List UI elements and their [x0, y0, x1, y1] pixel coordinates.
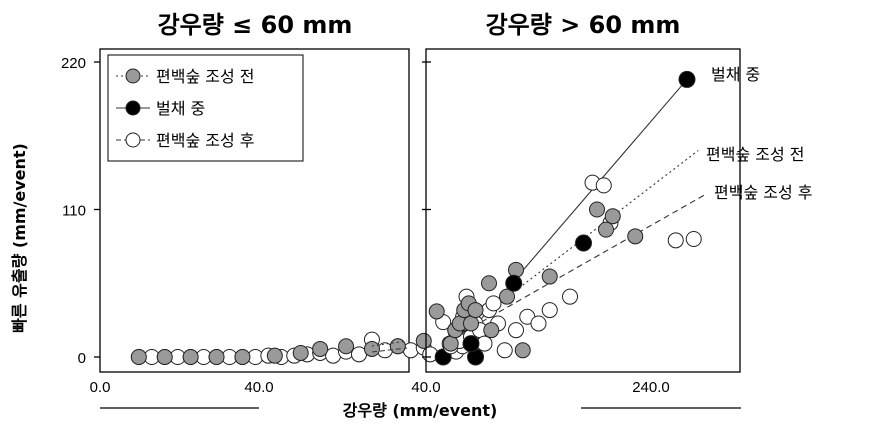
- x-axis-label: 강우량 (mm/event): [343, 401, 498, 420]
- x-tick-label: 40.0: [411, 379, 440, 396]
- data-point: [338, 338, 355, 355]
- panel-2: 강우량 > 60 mm 40.0 240.0: [411, 11, 741, 409]
- data-point: [208, 349, 225, 365]
- data-point: [575, 234, 592, 252]
- data-point: [428, 303, 445, 320]
- legend-marker: [125, 68, 141, 84]
- fit-stub-dotted: [371, 340, 408, 347]
- data-point: [266, 347, 283, 364]
- data-point: [467, 302, 484, 319]
- legend-label: 편백숲 조성 전: [156, 67, 255, 86]
- data-point: [604, 208, 621, 225]
- plot-frame: [425, 48, 741, 373]
- data-point: [496, 342, 513, 359]
- data-point: [415, 332, 432, 349]
- series-annotation: 벌채 중: [711, 65, 760, 84]
- data-point: [292, 344, 309, 361]
- data-point: [389, 338, 406, 355]
- data-point: [442, 335, 459, 352]
- data-point: [530, 315, 547, 332]
- data-point: [595, 177, 612, 194]
- y-tick-label: 220: [61, 55, 86, 72]
- x-tick-label: 240.0: [632, 379, 670, 396]
- data-point: [541, 268, 558, 285]
- x-tick-label: 40.0: [244, 379, 273, 396]
- data-point: [505, 274, 523, 292]
- data-point: [156, 349, 173, 365]
- plot-frame: [99, 48, 410, 373]
- legend-marker: [125, 132, 141, 148]
- data-point: [685, 231, 702, 247]
- data-point: [499, 288, 515, 305]
- panel-title: 강우량 ≤ 60 mm: [158, 11, 353, 39]
- data-point: [463, 315, 479, 332]
- legend-label: 편백숲 조성 후: [156, 131, 255, 150]
- data-point: [483, 322, 500, 339]
- series-annotation: 편백숲 조성 후: [714, 183, 813, 202]
- y-axis-label: 빠른 유출량 (mm/event): [10, 143, 29, 333]
- data-point: [234, 349, 251, 365]
- data-point: [312, 340, 329, 357]
- legend-label: 벌채 중: [156, 99, 205, 118]
- data-point: [598, 221, 614, 238]
- y-tick-label: 0: [78, 350, 86, 367]
- data-point: [667, 232, 684, 249]
- series-annotation: 편백숲 조성 전: [706, 145, 805, 164]
- data-point: [678, 70, 696, 88]
- data-point: [541, 302, 558, 319]
- data-point: [485, 295, 502, 312]
- data-point: [508, 322, 524, 339]
- data-point: [481, 275, 497, 292]
- legend-marker: [125, 100, 141, 116]
- panel-title: 강우량 > 60 mm: [486, 11, 681, 39]
- fit-line-series-3: [454, 192, 708, 338]
- data-point: [182, 349, 199, 365]
- data-point: [562, 288, 578, 305]
- data-point: [627, 228, 644, 245]
- data-point: [589, 201, 605, 218]
- x-tick-label: 0.0: [90, 379, 111, 396]
- data-point: [130, 349, 147, 365]
- data-point: [462, 335, 480, 353]
- data-point: [514, 342, 531, 359]
- y-tick-label: 110: [62, 203, 86, 220]
- fit-stub-dashed: [371, 347, 408, 353]
- data-point: [363, 340, 380, 357]
